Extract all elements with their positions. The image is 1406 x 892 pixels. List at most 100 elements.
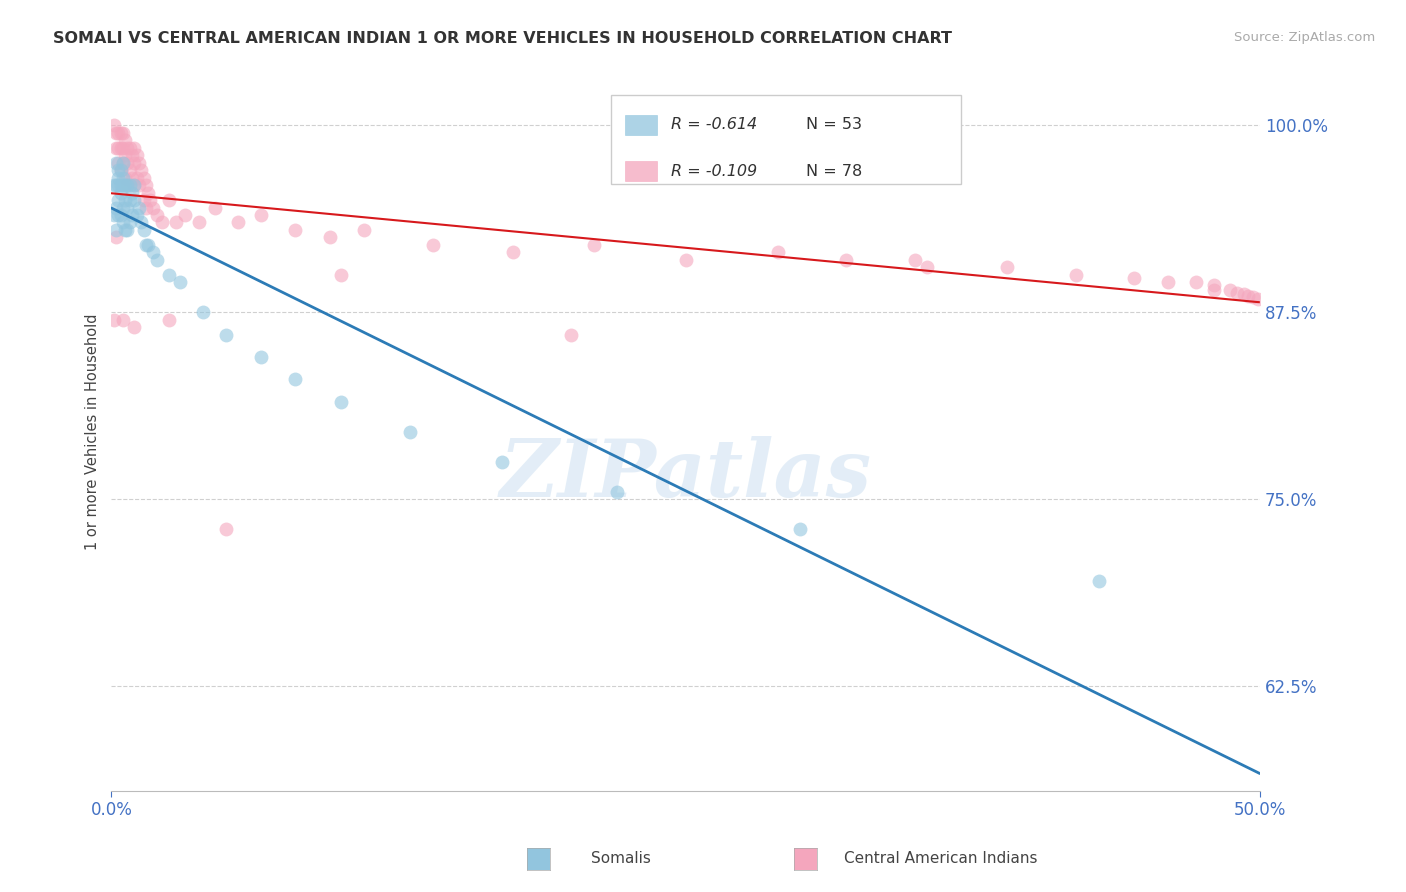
Point (103, 118, 125, 132)
Point (114, 193, 136, 207)
Point (110, 126, 132, 140)
Point (132, 170, 155, 185)
Point (1122, 270, 1144, 285)
Point (111, 126, 134, 140)
Point (124, 193, 146, 207)
Point (125, 148, 148, 162)
Point (215, 522, 238, 536)
Point (103, 312, 125, 326)
Point (353, 223, 375, 237)
Point (1202, 278, 1225, 293)
Point (110, 208, 132, 222)
Point (110, 163, 132, 178)
Point (835, 252, 858, 267)
Text: R = -0.614: R = -0.614 (671, 117, 756, 132)
Point (789, 522, 811, 536)
Point (128, 201, 150, 215)
FancyBboxPatch shape (612, 95, 962, 185)
Point (129, 215, 152, 229)
Bar (624, 161, 657, 181)
Point (132, 223, 155, 237)
Point (1157, 275, 1180, 289)
Point (135, 201, 157, 215)
Point (110, 141, 132, 155)
Point (124, 320, 146, 334)
Point (118, 163, 141, 178)
Point (174, 208, 197, 222)
Point (284, 372, 307, 386)
Point (117, 178, 139, 193)
Point (114, 148, 136, 162)
Point (142, 245, 165, 260)
Point (1246, 292, 1268, 306)
Point (107, 141, 129, 155)
Point (124, 155, 146, 169)
Point (139, 193, 162, 207)
Point (560, 327, 582, 342)
Point (165, 215, 187, 229)
Text: SOMALI VS CENTRAL AMERICAN INDIAN 1 OR MORE VEHICLES IN HOUSEHOLD CORRELATION CH: SOMALI VS CENTRAL AMERICAN INDIAN 1 OR M… (53, 31, 952, 46)
Point (111, 170, 134, 185)
Point (249, 208, 271, 222)
Point (128, 155, 150, 169)
Point (128, 178, 150, 193)
Point (111, 201, 134, 215)
Text: N = 53: N = 53 (806, 117, 862, 132)
Point (204, 201, 226, 215)
Point (103, 178, 125, 193)
Point (105, 223, 128, 237)
Point (150, 215, 173, 229)
Point (1064, 268, 1087, 282)
Point (157, 193, 180, 207)
Point (118, 178, 141, 193)
Text: N = 78: N = 78 (806, 164, 862, 179)
Point (110, 186, 132, 200)
Point (103, 208, 125, 222)
Point (249, 350, 271, 364)
Point (491, 455, 513, 469)
Point (157, 312, 180, 326)
Point (107, 155, 129, 169)
Point (105, 230, 128, 244)
Point (117, 178, 139, 193)
Point (114, 133, 136, 147)
Bar (624, 115, 657, 135)
Point (125, 208, 148, 222)
Point (114, 178, 136, 193)
Point (124, 178, 146, 193)
Point (502, 245, 524, 260)
Point (105, 155, 128, 169)
Point (193, 305, 215, 319)
Point (169, 275, 191, 289)
Point (582, 238, 605, 252)
Point (1226, 285, 1249, 300)
Text: R = -0.109: R = -0.109 (671, 164, 756, 179)
Point (330, 395, 353, 409)
Point (121, 170, 143, 185)
Point (124, 178, 146, 193)
Point (107, 208, 129, 222)
Point (318, 230, 340, 244)
Point (107, 126, 129, 140)
Point (1184, 275, 1206, 289)
Point (129, 163, 152, 178)
Point (121, 208, 143, 222)
Point (675, 252, 697, 267)
Point (1233, 287, 1256, 301)
Point (1088, 574, 1111, 589)
Point (399, 425, 422, 439)
Point (766, 245, 789, 260)
Point (125, 170, 148, 185)
Point (105, 201, 128, 215)
Text: ZIPatlas: ZIPatlas (499, 436, 872, 514)
Point (105, 178, 128, 193)
Point (107, 178, 129, 193)
Point (111, 312, 134, 326)
Point (107, 163, 129, 178)
Point (142, 201, 165, 215)
Point (111, 215, 134, 229)
Point (105, 141, 128, 155)
Point (114, 170, 136, 185)
Point (111, 178, 134, 193)
Point (118, 215, 141, 229)
